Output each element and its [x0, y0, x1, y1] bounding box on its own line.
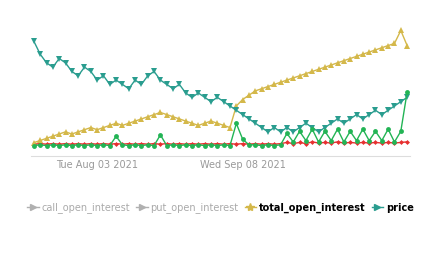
Legend: call_open_interest, put_open_interest, total_open_interest, price: call_open_interest, put_open_interest, t… [23, 199, 418, 217]
